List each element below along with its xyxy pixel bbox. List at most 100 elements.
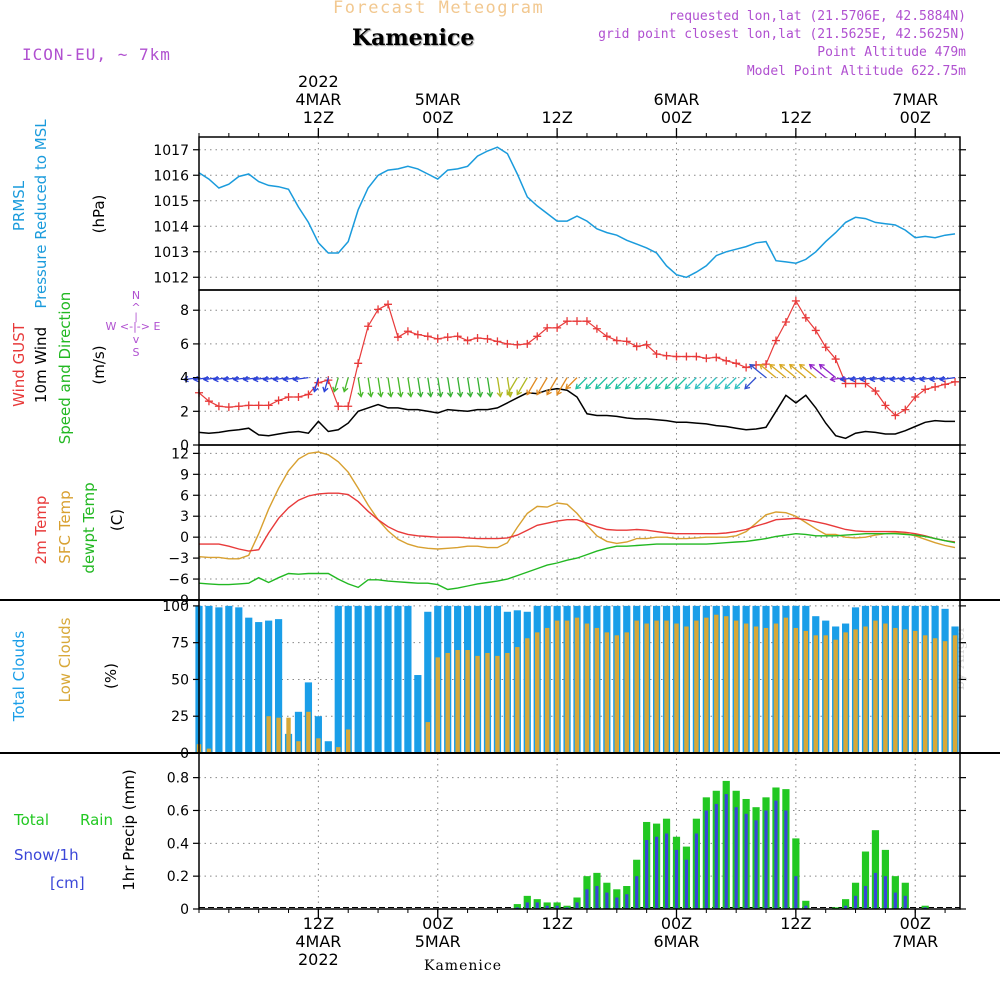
wind-arrow [575,377,588,390]
wind-arrow [665,377,677,390]
wind-arrow-head [694,383,701,390]
gust-marker [374,305,383,314]
low-cloud-bar [684,626,689,753]
low-cloud-bar [694,620,699,753]
top-time-label: 00Z [900,108,931,127]
low-cloud-bar [952,635,958,753]
wind-arrow-head [292,375,299,383]
snow-bar [674,849,679,909]
gust-marker [224,403,233,412]
wind-arrow [556,377,568,395]
wind-speed-line [198,387,955,440]
wind-arrow [799,364,817,379]
low-cloud-bar [296,741,301,753]
wind-arrow-head [367,391,374,398]
bottom-time-label: 7MAR [892,932,938,951]
y-tick-label: 0.4 [167,836,189,852]
wind-arrow-head [818,363,825,370]
gust-marker [801,313,810,322]
compass-s: S [133,346,140,359]
wind-arrow-head [928,375,935,383]
point-altitude: Point Altitude 479m [817,45,966,60]
low-cloud-bar [425,722,430,753]
wind-arrow-head [242,375,249,383]
gust-marker [831,355,840,364]
total-cloud-bar [274,619,283,753]
gust-marker [294,392,303,401]
wind-arrow [343,377,349,392]
wind-direction-label: Speed and Direction [56,292,74,445]
gust-marker [602,332,611,341]
wind-arrow-head [496,391,504,398]
y-tick-label: 50 [171,672,189,688]
snow-bar [585,889,589,909]
wind-arrow-head [232,375,239,383]
wind-arrow [769,364,787,379]
pressure-label: PRMSL [10,180,28,231]
gust-marker [573,317,582,326]
snow-bar [774,800,778,909]
wind-arrow [749,364,767,379]
temp-sfc-label: SFC Temp [56,490,74,563]
data-layer [182,146,960,909]
y-tick-label: 0.8 [167,771,189,787]
gust-marker [941,380,950,389]
y-tick-label: 0.6 [167,803,189,819]
wind-arrow-head [734,383,741,390]
low-cloud-bar [286,717,291,753]
wind-arrow-head [312,386,319,393]
low-cloud-bar [922,635,928,753]
wind-arrow-head [202,375,209,383]
pressure-label: Pressure Reduced to MSL [32,119,50,309]
wind-arrow [456,377,462,397]
low-cloud-bar [823,635,828,753]
wind-arrow [655,377,668,390]
gust-marker [284,392,293,401]
wind-arrow-head [397,391,404,398]
wind-arrow [377,377,382,397]
wind-arrow [333,377,339,392]
total-cloud-bar [245,617,253,753]
low-cloud-bar [733,620,739,753]
precip-total-label: Total [13,811,49,829]
low-cloud-bar [843,632,848,753]
snow-bar [734,807,738,909]
wind-arrow-head [749,363,756,370]
wind-arrow-head [889,375,896,383]
gust-marker [473,334,482,343]
gust-marker [702,354,711,363]
wind-gust-label: Wind GUST [10,322,28,407]
total-cloud-bar [384,605,392,753]
snow-bar [535,902,539,909]
low-cloud-bar [475,655,480,753]
low-cloud-bar [604,632,610,753]
wind-arrow-head [899,375,906,383]
total-cloud-bar [225,605,233,753]
low-cloud-bar [753,626,759,753]
wind-arrow [447,377,452,397]
gust-marker [791,296,800,305]
bottom-time-label: 12Z [541,914,572,933]
wind-arrow-head [332,386,339,393]
bottom-time-label: 4MAR [295,932,341,951]
wind-arrow-head [272,375,279,383]
wind-arrow-head [585,383,591,390]
gust-marker [523,339,532,348]
wind-arrow-head [684,383,691,390]
y-tick-label: 1014 [153,219,189,235]
gust-marker [712,353,721,362]
total-cloud-bar [235,607,243,753]
pressure-unit: (hPa) [90,195,108,234]
location-title: Kamenice [352,25,475,51]
wind-arrow-head [322,386,329,393]
wind-arrow-head [456,391,464,398]
y-tick-label: 100 [162,599,189,615]
snow-bar [794,876,798,909]
panel-frame [198,136,961,291]
gust-marker [403,327,412,336]
total-cloud-bar [314,716,322,753]
rain-bar [832,907,840,909]
wind-arrow-head [565,383,572,390]
gust-marker [553,323,562,332]
gust-marker [771,336,780,345]
